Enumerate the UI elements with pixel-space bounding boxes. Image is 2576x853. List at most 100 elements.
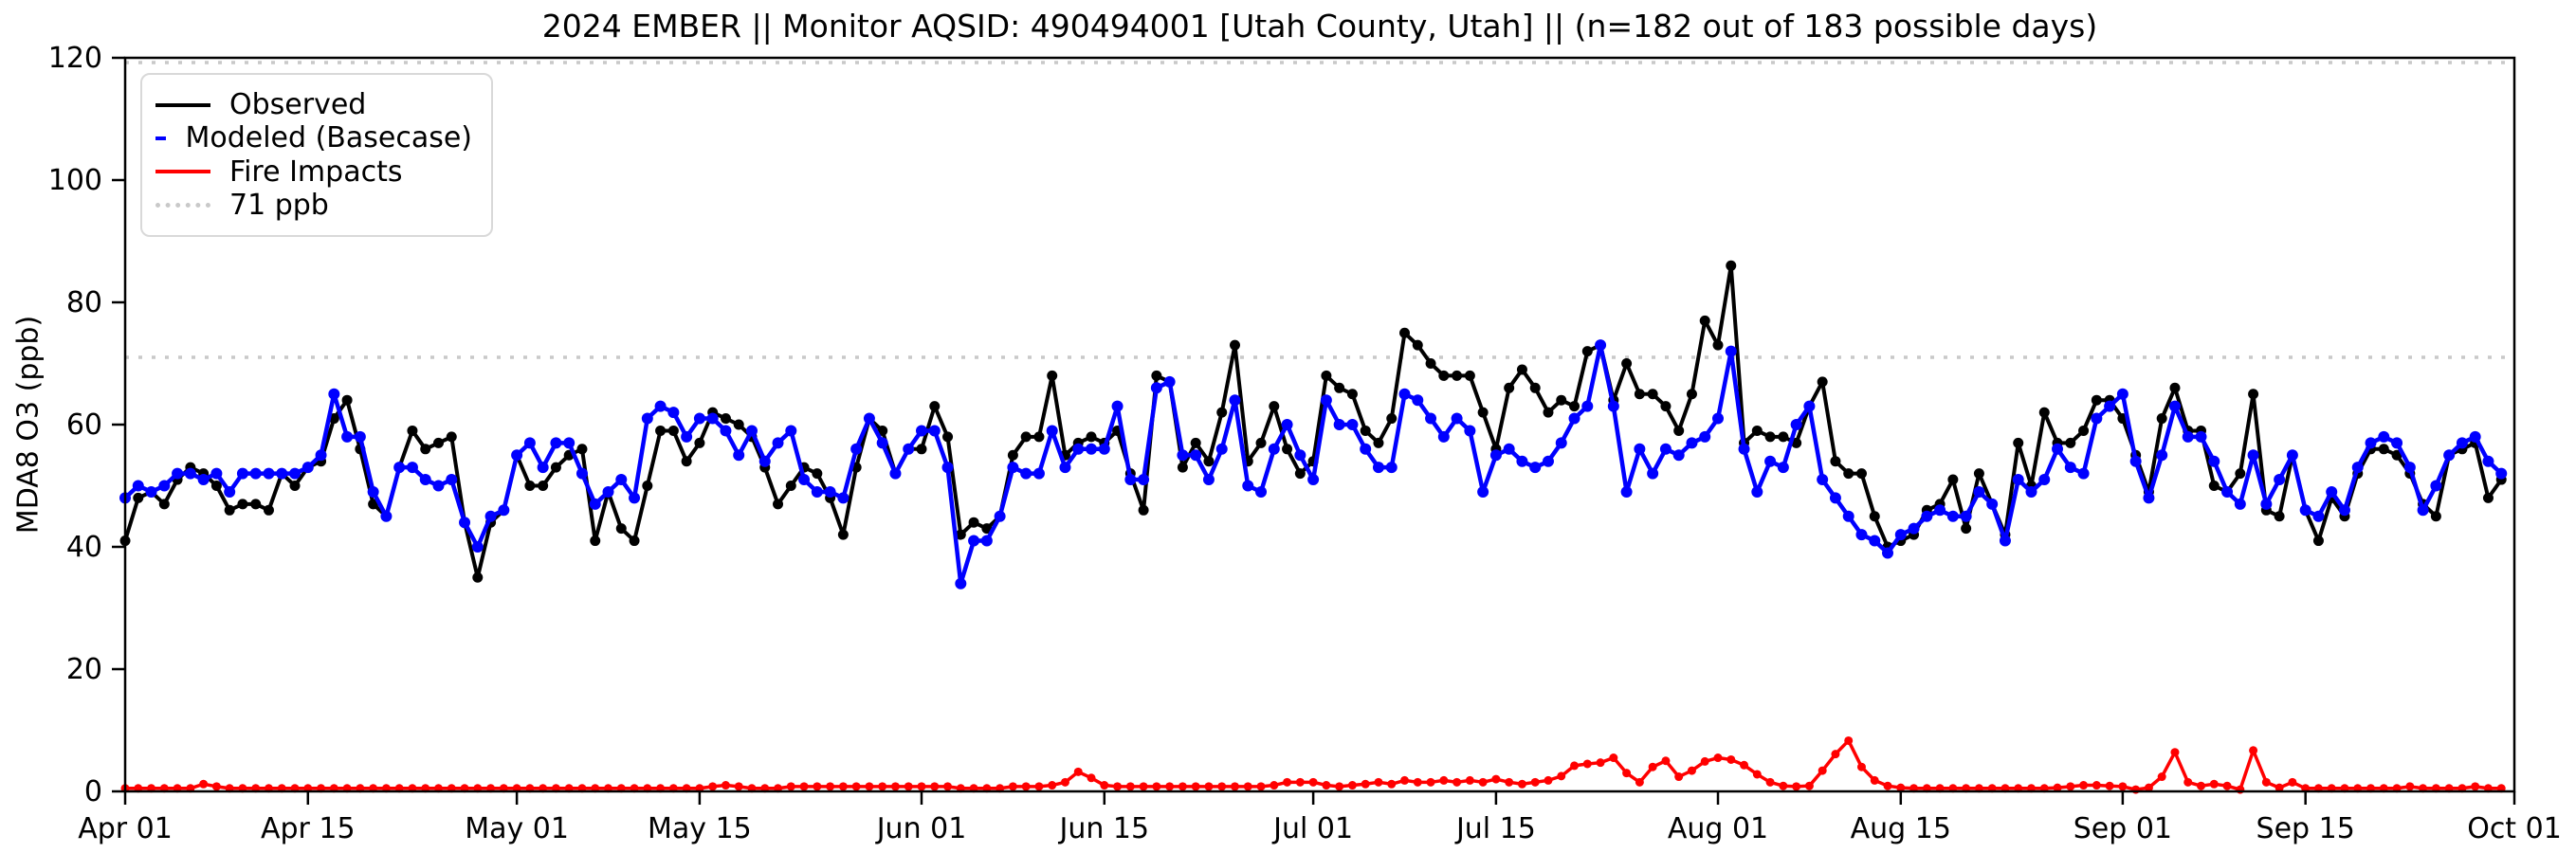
observed-marker xyxy=(2156,413,2167,425)
fire-impacts-marker xyxy=(1596,758,1605,768)
observed-marker xyxy=(210,481,222,491)
observed-marker xyxy=(1556,394,1567,406)
modeled-basecase--marker xyxy=(1425,412,1437,425)
observed-marker xyxy=(1869,511,1880,522)
modeled-basecase--marker xyxy=(1542,455,1554,467)
fire-impacts-marker xyxy=(1060,777,1069,787)
observed-marker xyxy=(1581,346,1593,357)
modeled-basecase--marker xyxy=(1634,443,1646,455)
modeled-basecase--marker xyxy=(184,467,196,480)
modeled-basecase--marker xyxy=(2482,455,2494,467)
modeled-basecase--marker xyxy=(824,485,836,498)
modeled-basecase--marker xyxy=(484,510,497,522)
fire-impacts-marker xyxy=(1204,782,1214,791)
fire-impacts-marker xyxy=(2183,777,2193,787)
observed-marker xyxy=(1673,425,1685,436)
observed-marker xyxy=(1634,389,1645,400)
fire-impacts-marker xyxy=(1100,781,1109,790)
y-tick-label: 80 xyxy=(66,286,102,319)
observed-marker xyxy=(341,394,353,406)
fire-impacts-marker xyxy=(1896,783,1906,792)
observed-marker xyxy=(472,572,484,583)
modeled-basecase--marker xyxy=(1150,382,1162,394)
observed-marker xyxy=(1647,389,1658,400)
observed-marker xyxy=(720,413,731,425)
modeled-basecase--marker xyxy=(2168,400,2181,412)
modeled-basecase--marker xyxy=(1908,522,1920,535)
observed-marker xyxy=(1255,437,1267,448)
fire-impacts-marker xyxy=(1152,782,1161,791)
observed-marker xyxy=(2391,449,2402,461)
fire-impacts-marker xyxy=(1635,777,1644,787)
modeled-basecase--marker xyxy=(1333,419,1345,430)
modeled-basecase--marker xyxy=(471,541,484,553)
fire-impacts-marker xyxy=(708,782,718,791)
x-tick-label: Apr 01 xyxy=(78,812,173,845)
modeled-basecase--marker xyxy=(2326,485,2338,498)
modeled-basecase--marker xyxy=(158,480,171,492)
observed-line xyxy=(123,263,2503,580)
modeled-basecase--marker xyxy=(1803,400,1816,412)
fire-impacts-marker xyxy=(1048,781,1057,790)
modeled-basecase--marker xyxy=(1999,535,2011,547)
fire-impacts-marker xyxy=(890,782,900,791)
fire-impacts-marker xyxy=(1609,753,1618,763)
modeled-basecase--marker xyxy=(1986,498,1999,510)
modeled-basecase--marker xyxy=(1477,485,1489,498)
observed-marker xyxy=(263,504,274,516)
observed-marker xyxy=(2235,468,2246,480)
modeled-basecase--marker xyxy=(2286,449,2298,462)
fire-impacts-marker xyxy=(1844,735,1854,745)
fire-impacts-marker xyxy=(1008,782,1017,791)
modeled-basecase--marker xyxy=(1398,388,1411,400)
modeled-basecase--marker xyxy=(263,467,275,480)
fire-impacts-marker xyxy=(838,782,848,791)
observed-marker xyxy=(1138,504,1149,516)
modeled-basecase--marker xyxy=(772,437,784,449)
modeled-basecase--marker xyxy=(589,498,601,510)
observed-marker xyxy=(2430,511,2441,522)
modeled-basecase--marker xyxy=(1960,510,1972,522)
modeled-basecase--marker xyxy=(550,437,562,449)
fire-impacts-marker xyxy=(2170,748,2180,757)
fire-impacts-marker xyxy=(1505,777,1514,787)
modeled-basecase--marker xyxy=(2208,455,2220,467)
modeled-basecase--marker xyxy=(850,443,863,455)
modeled-basecase--marker xyxy=(2221,485,2234,498)
modeled-basecase--marker xyxy=(1516,455,1528,467)
y-tick-label: 0 xyxy=(84,775,102,808)
modeled-basecase--marker xyxy=(276,467,288,480)
observed-marker xyxy=(2091,394,2102,406)
modeled-basecase--marker xyxy=(1777,462,1789,474)
observed-marker xyxy=(837,529,849,540)
fire-impacts-marker xyxy=(1792,782,1801,791)
x-tick-label: Jun 01 xyxy=(875,812,967,845)
fire-impacts-marker xyxy=(1740,760,1749,770)
observed-marker xyxy=(1282,444,1293,455)
modeled-basecase--marker xyxy=(301,462,314,474)
modeled-line-swatch xyxy=(155,136,167,140)
modeled-basecase--marker xyxy=(1946,510,1959,522)
modeled-basecase--marker xyxy=(916,425,927,437)
modeled-basecase--marker xyxy=(1921,510,1933,522)
fire-impacts-marker xyxy=(930,782,940,791)
modeled-basecase--marker xyxy=(2156,449,2168,462)
modeled-basecase--marker xyxy=(837,492,850,504)
fire-impacts-marker xyxy=(1530,777,1540,787)
legend-item-modeled: Modeled (Basecase) xyxy=(155,121,472,154)
observed-marker xyxy=(2378,444,2389,455)
fire-impacts-marker xyxy=(2053,783,2062,792)
modeled-basecase--marker xyxy=(811,485,823,498)
observed-marker xyxy=(667,425,679,436)
modeled-basecase--marker xyxy=(406,462,418,474)
observed-marker xyxy=(1151,370,1162,381)
observed-marker xyxy=(1477,407,1489,418)
modeled-basecase--marker xyxy=(2469,430,2481,443)
modeled-basecase--marker xyxy=(2312,510,2325,522)
legend-item-fire: Fire Impacts xyxy=(155,155,472,189)
modeled-basecase--marker xyxy=(1268,443,1280,455)
modeled-basecase--marker xyxy=(994,510,1006,522)
fire-impacts-marker xyxy=(1779,781,1788,790)
modeled-basecase--marker xyxy=(354,430,366,443)
fire-impacts-marker xyxy=(1856,762,1866,771)
